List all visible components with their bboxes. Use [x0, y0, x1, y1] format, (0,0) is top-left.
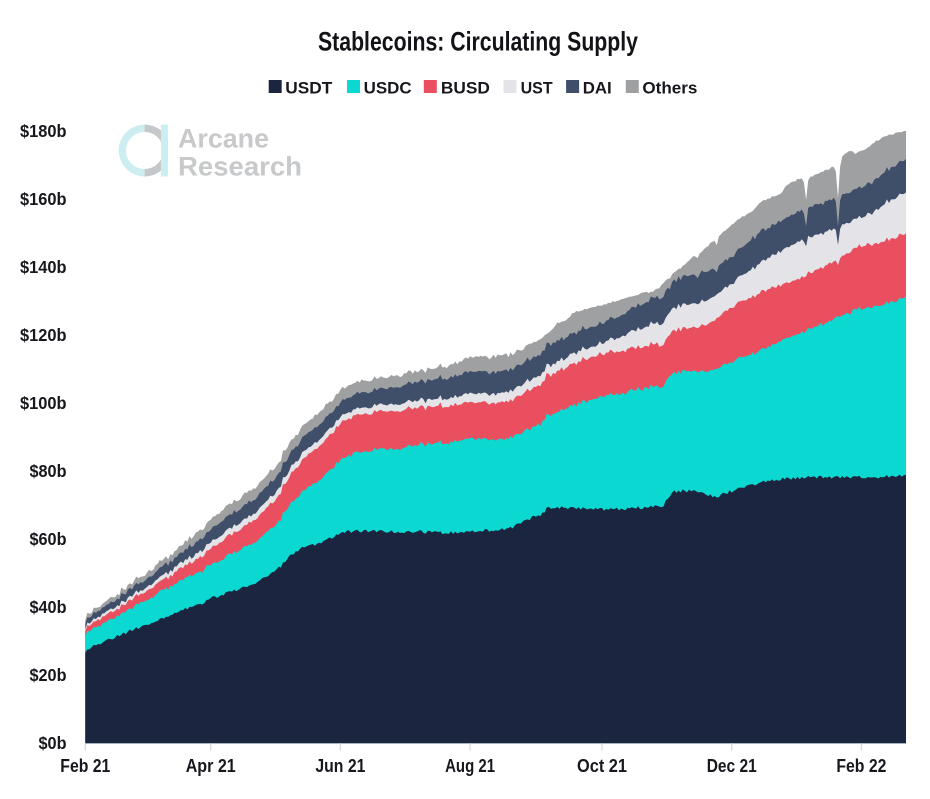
svg-text:$0b: $0b — [39, 733, 67, 753]
svg-text:$160b: $160b — [20, 189, 67, 209]
svg-text:$120b: $120b — [20, 325, 67, 345]
svg-text:Apr 21: Apr 21 — [186, 755, 236, 776]
svg-text:$140b: $140b — [20, 257, 67, 277]
svg-text:Oct 21: Oct 21 — [577, 755, 627, 776]
svg-text:BUSD: BUSD — [441, 79, 490, 98]
svg-text:$40b: $40b — [30, 597, 67, 617]
svg-text:Jun 21: Jun 21 — [315, 755, 365, 776]
svg-text:Stablecoins: Circulating Suppl: Stablecoins: Circulating Supply — [318, 27, 638, 57]
svg-text:$80b: $80b — [30, 461, 67, 481]
svg-text:Dec 21: Dec 21 — [707, 755, 757, 776]
svg-text:$180b: $180b — [20, 121, 67, 141]
svg-text:UST: UST — [521, 79, 554, 98]
svg-text:USDC: USDC — [364, 79, 412, 98]
svg-text:$60b: $60b — [30, 529, 67, 549]
svg-text:Aug 21: Aug 21 — [445, 755, 495, 776]
svg-text:Arcane: Arcane — [178, 124, 269, 154]
svg-text:USDT: USDT — [285, 79, 333, 98]
svg-text:Research: Research — [178, 152, 302, 182]
svg-text:$20b: $20b — [30, 665, 67, 685]
svg-text:Others: Others — [642, 79, 697, 98]
svg-text:DAI: DAI — [583, 79, 612, 98]
svg-text:$100b: $100b — [20, 393, 67, 413]
svg-text:Feb 21: Feb 21 — [60, 755, 110, 776]
svg-text:Feb 22: Feb 22 — [836, 755, 886, 776]
